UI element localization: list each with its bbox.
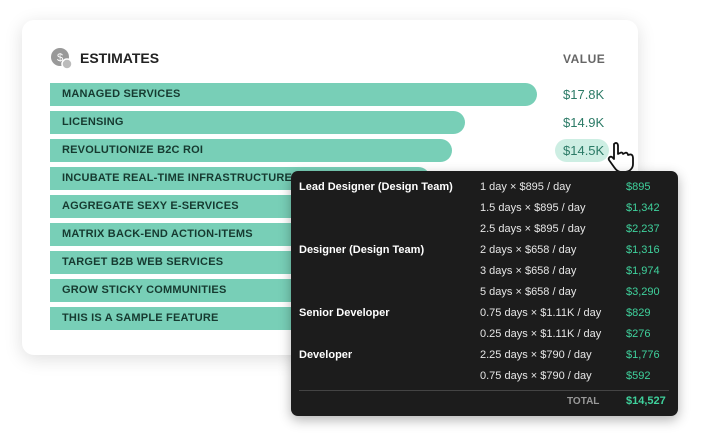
- calc: 0.75 days × $790 / day: [480, 370, 592, 382]
- title: ESTIMATES: [80, 50, 160, 66]
- amount: $1,974: [626, 265, 660, 277]
- calc: 0.75 days × $1.11K / day: [480, 307, 602, 319]
- amount: $3,290: [626, 286, 660, 298]
- role: Lead Designer (Design Team): [299, 181, 453, 193]
- row-label: MATRIX BACK-END ACTION-ITEMS: [62, 228, 253, 240]
- total: $14,527: [626, 395, 666, 407]
- calc: 1.5 days × $895 / day: [480, 202, 586, 214]
- row-value: $17.8K: [563, 87, 605, 102]
- calc: 3 days × $658 / day: [480, 265, 577, 277]
- bar: [50, 110, 465, 134]
- separator: [299, 390, 669, 391]
- row-label: TARGET B2B WEB SERVICES: [62, 256, 224, 268]
- amount: $895: [626, 181, 651, 193]
- total-label: TOTAL: [567, 396, 600, 407]
- amount: $276: [626, 328, 651, 340]
- row-label: MANAGED SERVICES: [62, 88, 181, 100]
- amount: $2,237: [626, 223, 660, 235]
- row-value: $14.5K: [563, 143, 605, 158]
- cursor: [607, 142, 634, 173]
- amount: $829: [626, 307, 651, 319]
- role: Developer: [299, 349, 353, 361]
- row-label: LICENSING: [62, 116, 124, 128]
- row-label: GROW STICKY COMMUNITIES: [62, 284, 227, 296]
- calc: 2 days × $658 / day: [480, 244, 577, 256]
- calc: 2.5 days × $895 / day: [480, 223, 586, 235]
- role: Designer (Design Team): [299, 244, 425, 256]
- amount: $1,342: [626, 202, 660, 214]
- bar: [50, 278, 350, 302]
- role: Senior Developer: [299, 307, 390, 319]
- row-value: $14.9K: [563, 115, 605, 130]
- calc: 5 days × $658 / day: [480, 286, 577, 298]
- bar: [50, 194, 320, 218]
- row-label: THIS IS A SAMPLE FEATURE: [62, 312, 219, 324]
- calc: 2.25 days × $790 / day: [480, 349, 592, 361]
- amount: $592: [626, 370, 651, 382]
- row-label: REVOLUTIONIZE B2C ROI: [62, 144, 204, 156]
- calc: 0.25 days × $1.11K / day: [480, 328, 602, 340]
- amount: $1,776: [626, 349, 660, 361]
- row-label: INCUBATE REAL-TIME INFRASTRUCTURES: [62, 172, 300, 184]
- calc: 1 day × $895 / day: [480, 181, 571, 193]
- tooltip: [291, 171, 678, 416]
- bar: [50, 82, 537, 106]
- amount: $1,316: [626, 244, 660, 256]
- highlight: [555, 139, 609, 162]
- bar: [50, 138, 452, 162]
- value-header: VALUE: [563, 52, 606, 66]
- svg-text:$: $: [57, 52, 63, 64]
- icon: $: [51, 48, 73, 70]
- row-label: AGGREGATE SEXY E-SERVICES: [62, 200, 239, 212]
